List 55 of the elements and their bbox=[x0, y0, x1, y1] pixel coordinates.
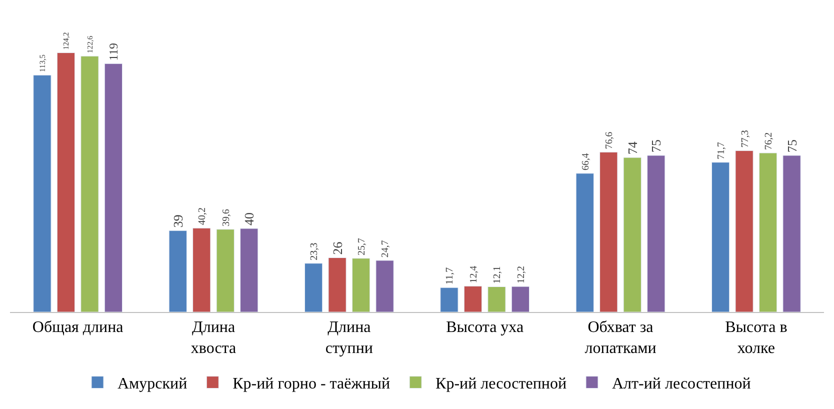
bar bbox=[782, 155, 801, 312]
x-tick-label: Длина хвоста bbox=[190, 319, 236, 357]
bar bbox=[464, 286, 482, 312]
data-label: 71,7 bbox=[716, 142, 727, 160]
data-label: 40 bbox=[242, 212, 257, 226]
data-label: 119 bbox=[106, 43, 121, 61]
data-label: 12,2 bbox=[516, 266, 527, 284]
data-label: 26 bbox=[330, 241, 345, 255]
data-label: 40,2 bbox=[197, 207, 208, 226]
data-label: 39,6 bbox=[220, 209, 232, 226]
bar bbox=[623, 157, 642, 312]
data-label: 11,7 bbox=[444, 267, 456, 285]
bar bbox=[488, 286, 506, 312]
data-label: 74 bbox=[624, 141, 640, 155]
data-label: 23,3 bbox=[309, 242, 320, 260]
bar bbox=[33, 74, 52, 312]
data-label: 77,3 bbox=[740, 130, 751, 148]
bar bbox=[758, 152, 778, 312]
data-label: 76,2 bbox=[764, 132, 775, 150]
legend-label: Алт-ий лесостепной bbox=[612, 376, 752, 393]
legend-label: Амурский bbox=[118, 376, 188, 393]
x-tick-label: Общая длина bbox=[32, 319, 124, 336]
data-label: 66,4 bbox=[580, 153, 592, 170]
bar bbox=[240, 228, 258, 312]
data-label: 12,4 bbox=[468, 266, 480, 284]
bar bbox=[56, 52, 76, 312]
bar bbox=[440, 287, 458, 312]
bar bbox=[216, 229, 234, 312]
bar bbox=[80, 56, 99, 312]
data-label: 76,6 bbox=[604, 132, 616, 150]
data-label: 24,7 bbox=[380, 240, 392, 258]
legend-label: Кр-ий лесостепной bbox=[436, 376, 567, 393]
bar bbox=[600, 152, 618, 312]
data-label: 75 bbox=[784, 139, 800, 152]
bar bbox=[328, 257, 346, 312]
bar bbox=[647, 155, 666, 312]
data-label: 12,1 bbox=[492, 266, 504, 284]
bar bbox=[168, 230, 187, 312]
bar bbox=[376, 260, 394, 312]
bar bbox=[304, 263, 323, 312]
data-label: 39 bbox=[170, 214, 186, 228]
bar bbox=[104, 63, 123, 312]
x-tick-label: Длина ступни bbox=[325, 319, 374, 357]
bar bbox=[511, 286, 530, 312]
bar bbox=[352, 258, 370, 312]
x-tick-label: Высота уха bbox=[446, 319, 524, 336]
legend-label: Кр-ий горно - таёжный bbox=[232, 376, 391, 393]
bar bbox=[735, 150, 754, 312]
data-label: 75 bbox=[648, 139, 664, 152]
bar bbox=[711, 162, 730, 312]
x-tick-label: Высота в холке bbox=[725, 319, 788, 357]
data-label: 25,7 bbox=[356, 238, 368, 256]
bar bbox=[192, 228, 211, 312]
bar bbox=[576, 173, 594, 312]
x-tick-label: Обхват за лопатками bbox=[584, 319, 657, 357]
